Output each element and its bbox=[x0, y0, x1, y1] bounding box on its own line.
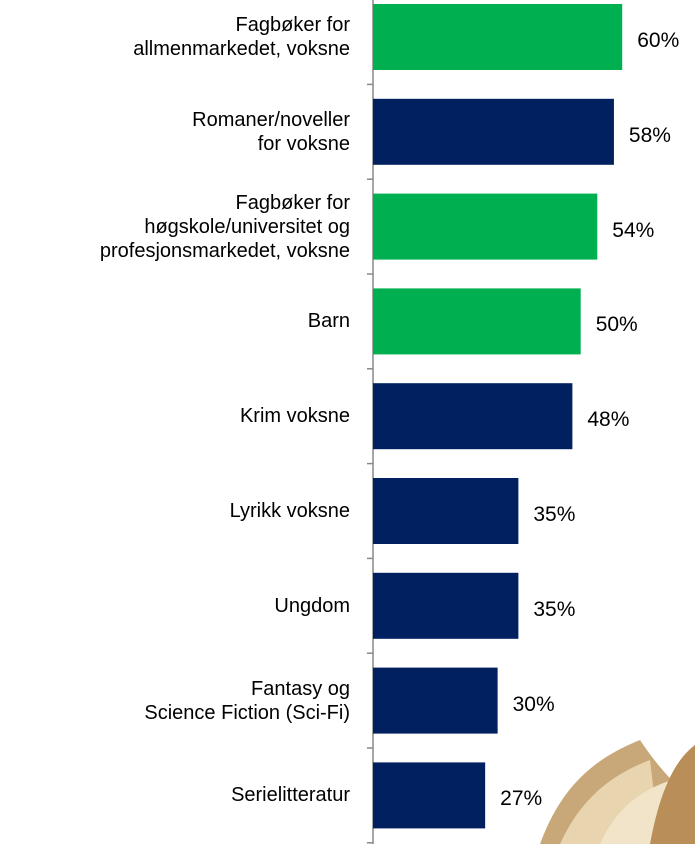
bar bbox=[373, 4, 623, 70]
bar bbox=[373, 193, 598, 260]
category-label: Fagbøker for høgskole/universitet og pro… bbox=[99, 191, 350, 262]
category-label: Krim voksne bbox=[239, 405, 350, 428]
value-label: 48% bbox=[587, 408, 630, 432]
category-label: Lyrikk voksne bbox=[229, 500, 350, 522]
category-label: Romaner/noveller for voksne bbox=[192, 108, 350, 155]
category-label: Serielitteratur bbox=[231, 784, 350, 807]
bar bbox=[373, 667, 498, 734]
value-label: 58% bbox=[628, 123, 671, 147]
value-label: 60% bbox=[637, 29, 680, 52]
value-label: 35% bbox=[533, 503, 576, 526]
category-label: Ungdom bbox=[274, 594, 350, 617]
bar bbox=[373, 288, 581, 355]
category-label: Barn bbox=[307, 310, 350, 333]
bar bbox=[373, 478, 519, 544]
bar bbox=[373, 572, 519, 639]
bar bbox=[373, 762, 486, 829]
value-label: 54% bbox=[612, 218, 655, 242]
value-label: 30% bbox=[512, 692, 555, 716]
value-label: 50% bbox=[595, 313, 638, 337]
bar bbox=[373, 383, 573, 450]
value-label: 27% bbox=[500, 787, 543, 811]
value-label: 35% bbox=[533, 597, 576, 621]
category-label: Fantasy og Science Fiction (Sci-Fi) bbox=[144, 677, 350, 724]
category-label: Fagbøker for allmenmarkedet, voksne bbox=[133, 14, 350, 60]
bar bbox=[373, 98, 614, 165]
